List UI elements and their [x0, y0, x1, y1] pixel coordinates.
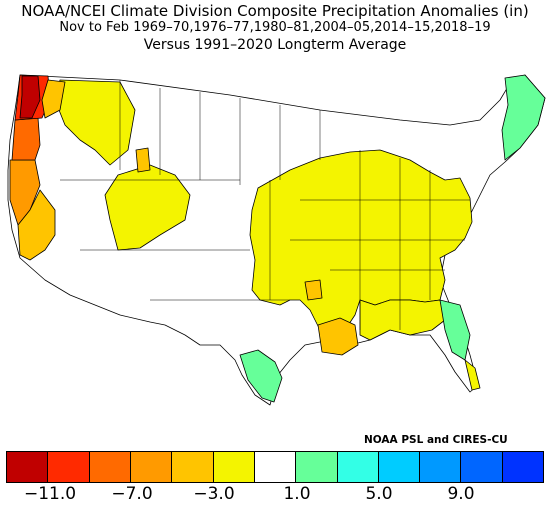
legend-swatch: [130, 452, 173, 482]
region-wa-east: [41, 79, 66, 119]
legend-swatch: [502, 452, 544, 482]
region-nw-interior: [54, 79, 136, 166]
region-fl-south: [464, 359, 481, 391]
legend-label: 9.0: [447, 484, 475, 504]
region-id-yellow: [104, 164, 191, 251]
region-ar-orange: [304, 279, 323, 301]
color-legend-bar: [6, 451, 544, 483]
legend-swatch: [420, 452, 462, 482]
legend-swatch: [254, 452, 297, 482]
legend-swatch: [378, 452, 421, 482]
us-climate-division-map: [7, 74, 546, 406]
region-or-coast: [11, 117, 41, 161]
region-wy-orange: [135, 147, 151, 173]
legend-swatch: [213, 452, 255, 482]
legend-swatch: [461, 452, 503, 482]
legend-label: −11.0: [23, 484, 77, 504]
legend-swatch: [337, 452, 379, 482]
data-credit: NOAA PSL and CIRES-CU: [364, 434, 508, 446]
region-ca-sierra: [17, 189, 56, 261]
legend-swatch: [89, 452, 131, 482]
map-title: NOAA/NCEI Climate Division Composite Pre…: [21, 2, 529, 20]
legend-swatch: [7, 452, 49, 482]
region-wa-coast: [19, 75, 41, 119]
region-new-england: [501, 74, 546, 161]
legend-label: 1.0: [283, 484, 311, 504]
region-gulf-coast: [317, 317, 359, 356]
legend-swatch: [296, 452, 338, 482]
legend-swatch: [172, 452, 214, 482]
legend-label: 5.0: [365, 484, 393, 504]
region-tx-south: [239, 349, 283, 403]
map-subtitle-baseline: Versus 1991–2020 Longterm Average: [143, 37, 407, 53]
legend-label: −3.0: [193, 484, 235, 504]
legend-label: −7.0: [111, 484, 153, 504]
map-subtitle-dates: Nov to Feb 1969–70,1976–77,1980–81,2004–…: [59, 20, 491, 35]
division-borders: [60, 80, 470, 330]
legend-swatch: [48, 452, 90, 482]
